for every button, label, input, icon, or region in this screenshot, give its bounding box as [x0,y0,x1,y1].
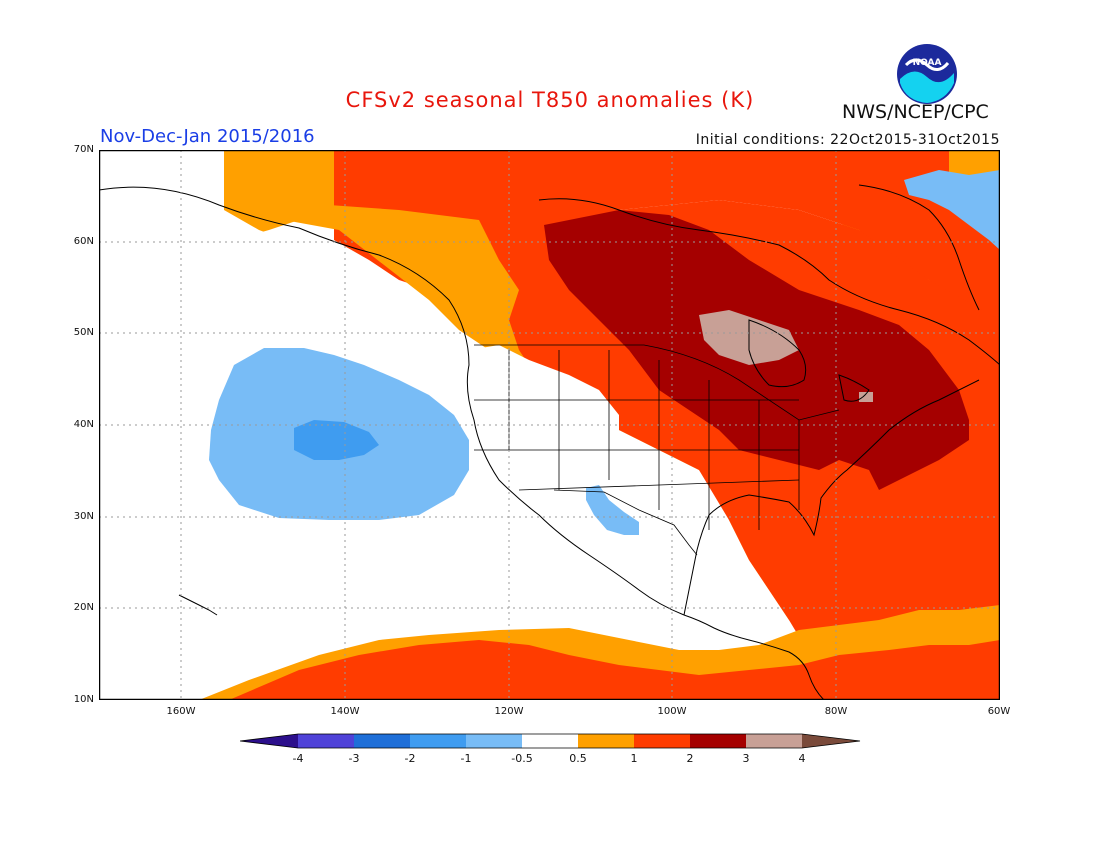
lat-label-60n: 60N [73,236,94,247]
colorbar-label: 3 [742,752,750,765]
colorbar-swatch-minus3 [298,734,354,748]
lon-label-60w: 60W [987,706,1011,717]
colorbar-swatch-gt-4 [802,734,860,748]
anomaly-region-neutral-gulf [659,490,724,610]
colorbar-label: -2 [404,752,416,765]
anomaly-region-tan-small [859,392,873,402]
lon-label-120w: 120W [494,706,524,717]
lat-label-10n: 10N [73,694,94,705]
logo-text: NOAA [913,58,942,68]
anomaly-region-red-south [229,640,1000,700]
initial-conditions-label: Initial conditions: 22Oct2015-31Oct2015 [695,132,1000,148]
period-label: Nov-Dec-Jan 2015/2016 [100,126,315,147]
lat-label-50n: 50N [73,327,94,338]
lon-label-160w: 160W [166,706,196,717]
anomaly-region-lightblue-mexico [586,485,639,535]
colorbar-swatch-lt-minus4 [240,734,298,748]
colorbar-swatch-minus2 [354,734,410,748]
graticule [99,150,1000,700]
lat-label-20n: 20N [73,602,94,613]
colorbar-label: -0.5 [511,752,533,765]
anomaly-region-red-north [334,150,1000,320]
map-frame [99,150,1000,700]
anomaly-map [99,150,1000,700]
map-title: CFSv2 seasonal T850 anomalies (K) [345,88,755,112]
lon-label-80w: 80W [824,706,848,717]
colorbar-swatch-0-5 [578,734,634,748]
agency-label: NWS/NCEP/CPC [842,101,989,123]
colorbar-label: 0.5 [569,752,587,765]
colorbar-label: -4 [292,752,304,765]
colorbar-label: -1 [460,752,472,765]
colorbar-swatch-neutral [522,734,578,748]
anomaly-region-lightblue-labrador [904,170,1000,250]
colorbar-swatch-minus1 [410,734,466,748]
lat-label-70n: 70N [73,144,94,155]
colorbar-swatch-2 [690,734,746,748]
colorbar [240,733,861,749]
lon-label-100w: 100W [657,706,687,717]
lat-label-30n: 30N [73,511,94,522]
colorbar-swatch-minus0-5 [466,734,522,748]
anomaly-region-blue-pacific [294,420,379,460]
noaa-logo: NOAA [897,44,957,104]
lat-label-40n: 40N [73,419,94,430]
colorbar-label: 1 [630,752,638,765]
colorbar-label: -3 [348,752,360,765]
colorbar-label: 4 [798,752,806,765]
lon-label-140w: 140W [330,706,360,717]
colorbar-swatch-3 [746,734,802,748]
colorbar-label: 2 [686,752,694,765]
colorbar-swatch-1 [634,734,690,748]
coastlines [99,184,1000,700]
